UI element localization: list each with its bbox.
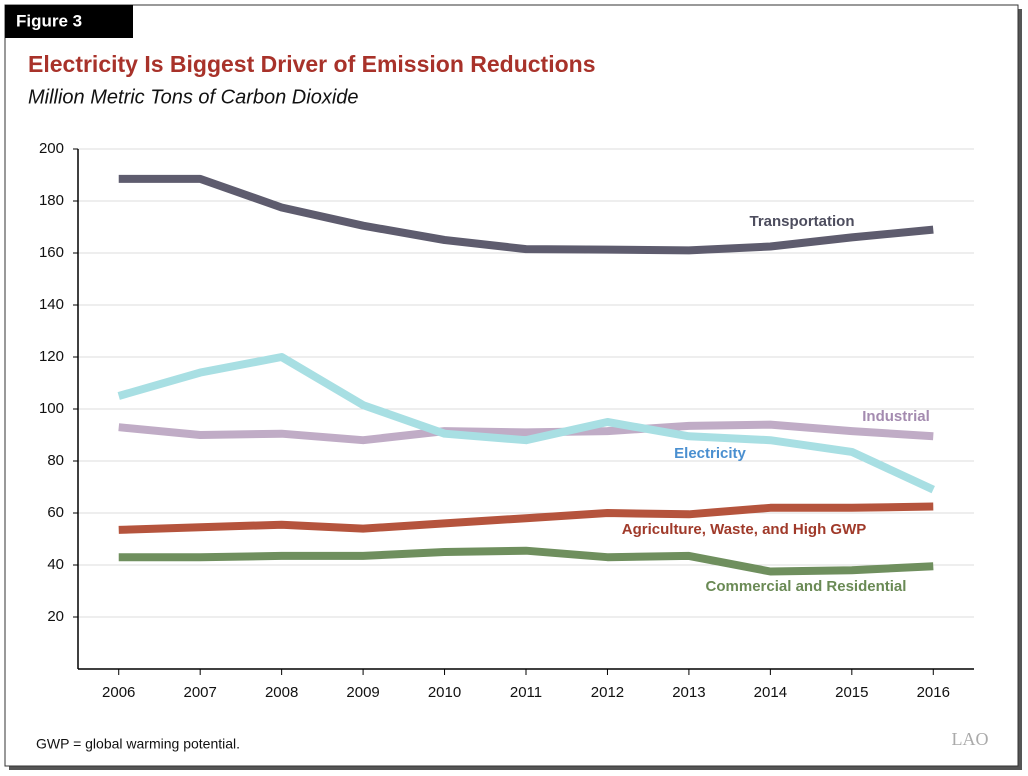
y-tick-label: 60 [47,504,64,521]
y-tick-label: 40 [47,556,64,573]
series-line [117,353,935,494]
y-tick-label: 180 [39,192,64,209]
x-tick-label: 2009 [346,684,379,701]
footnote: GWP = global warming potential. [36,736,240,752]
y-tick-label: 140 [39,296,64,313]
logo: LAO [952,729,989,749]
x-tick-label: 2006 [102,684,135,701]
y-tick-label: 120 [39,348,64,365]
y-tick-label: 100 [39,400,64,417]
x-tick-label: 2016 [917,684,950,701]
x-tick-label: 2010 [428,684,461,701]
y-tick-label: 80 [47,452,64,469]
figure-label-box [5,5,133,38]
series-line [118,420,934,445]
x-tick-label: 2008 [265,684,298,701]
x-tick-label: 2011 [510,684,542,701]
x-tick-label: 2014 [754,684,787,701]
series-label: Transportation [749,213,854,230]
figure-label: Figure 3 [16,11,82,30]
series-label: Industrial [862,408,930,425]
series-label: Electricity [674,445,746,462]
x-tick-label: 2012 [591,684,624,701]
frame [4,4,1019,767]
series-line [118,546,934,576]
chart-subtitle: Million Metric Tons of Carbon Dioxide [28,86,359,108]
y-tick-label: 160 [39,244,64,261]
series-line [118,174,934,255]
y-tick-label: 200 [39,140,64,157]
x-tick-label: 2013 [672,684,705,701]
chart-title: Electricity Is Biggest Driver of Emissio… [28,51,596,77]
series-label: Commercial and Residential [706,578,907,595]
series-label: Agriculture, Waste, and High GWP [622,521,866,538]
series-line [118,502,934,534]
x-tick-label: 2015 [835,684,868,701]
x-tick-label: 2007 [183,684,216,701]
y-tick-label: 20 [47,608,64,625]
